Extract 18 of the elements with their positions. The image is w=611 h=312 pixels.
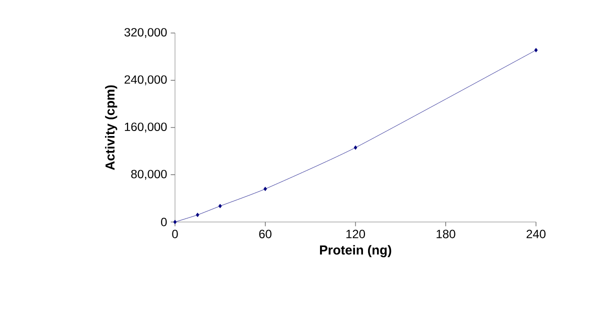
point — [196, 212, 200, 218]
x-axis-title: Protein (ng) — [320, 245, 392, 258]
point — [173, 220, 177, 224]
x-tick-label: 240 — [526, 230, 546, 238]
y-tick-label: 240,000 — [124, 75, 167, 86]
point — [534, 48, 538, 52]
y-axis-title: Activity (cpm) — [105, 85, 118, 170]
x-tick-label: 120 — [346, 230, 366, 238]
y-tick-label: 160,000 — [124, 122, 167, 132]
x-tick-label: 0 — [172, 230, 178, 238]
y-tick-label: 320,000 — [124, 28, 167, 38]
x-tick-label: 180 — [436, 230, 456, 238]
y-tick-label: 0 — [161, 218, 167, 226]
point — [264, 186, 267, 192]
point — [218, 204, 222, 208]
point — [354, 145, 358, 150]
x-tick-label: 60 — [259, 230, 272, 238]
y-tick-label: 80,000 — [131, 170, 167, 180]
